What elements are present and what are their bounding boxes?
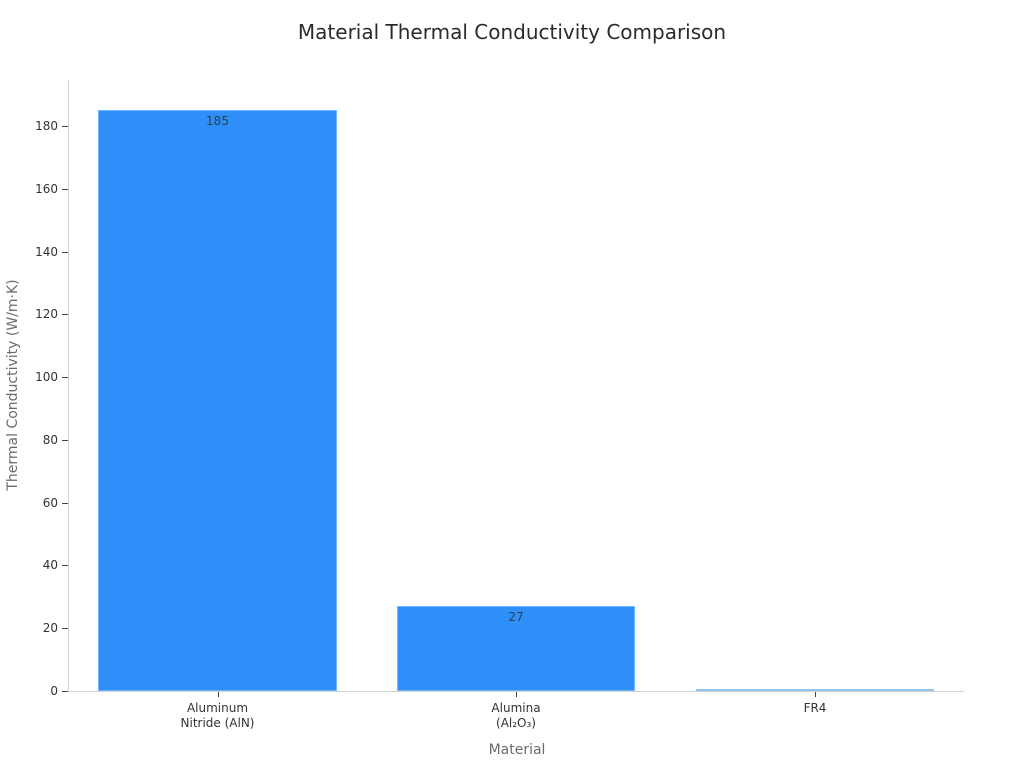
x-tick-mark: [815, 692, 816, 697]
y-tick-label: 0: [50, 684, 58, 698]
x-axis-line: [68, 691, 964, 692]
y-tick-label: 160: [35, 181, 58, 196]
y-tick-mark: [62, 251, 68, 253]
x-tick-label-line: FR4: [803, 701, 827, 715]
bar: [98, 110, 337, 691]
x-tick-label-line: Alumina: [491, 701, 541, 715]
bar: [397, 606, 635, 691]
y-tick-label: 40: [42, 558, 58, 573]
y-tick-label: 140: [35, 244, 58, 259]
x-axis-label: Material: [488, 742, 546, 758]
y-tick-mark: [62, 502, 68, 504]
x-tick-label: FR4: [804, 701, 827, 716]
y-tick-label: 100: [35, 370, 58, 385]
y-tick-mark: [62, 126, 68, 127]
y-tick-mark: [62, 188, 68, 190]
x-tick-label-line: Nitride (AlN): [180, 716, 255, 730]
y-tick-label: 80: [42, 432, 58, 447]
x-tick-label: Aluminum Nitride (AlN): [181, 701, 255, 731]
y-tick-label: 60: [42, 495, 58, 510]
bar-value-label: 27: [508, 610, 524, 625]
y-tick-label: 120: [35, 307, 58, 322]
y-tick-label: 20: [42, 621, 58, 636]
y-tick-mark: [62, 314, 68, 316]
y-tick-mark: [62, 628, 68, 630]
y-tick-mark: [62, 439, 68, 441]
x-tick-mark: [217, 692, 219, 697]
bar-value-label: 185: [206, 114, 229, 129]
y-tick-mark: [62, 377, 68, 379]
y-tick-label: 180: [35, 119, 58, 133]
y-tick-mark: [62, 691, 68, 692]
x-tick-mark: [516, 692, 517, 697]
y-axis-label: Thermal Conductivity (W/m·K): [5, 279, 21, 491]
bar: [696, 689, 934, 691]
x-tick-label: Alumina (Al₂O₃): [491, 701, 540, 731]
y-tick-mark: [62, 565, 68, 567]
x-tick-label-line: (Al₂O₃): [496, 716, 536, 730]
y-axis-line: [68, 80, 69, 692]
chart-title: Material Thermal Conductivity Comparison: [297, 20, 727, 44]
x-tick-label-line: Aluminum: [186, 701, 249, 715]
